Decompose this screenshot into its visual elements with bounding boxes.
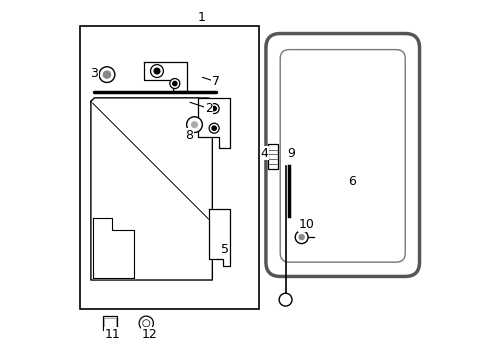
Text: 7: 7 bbox=[211, 75, 220, 88]
Text: 3: 3 bbox=[90, 67, 98, 80]
Circle shape bbox=[139, 316, 153, 330]
Polygon shape bbox=[208, 208, 230, 266]
Circle shape bbox=[191, 122, 197, 127]
Text: 1: 1 bbox=[197, 11, 205, 24]
Circle shape bbox=[169, 78, 180, 89]
Circle shape bbox=[295, 231, 307, 244]
Text: 9: 9 bbox=[287, 147, 295, 160]
Circle shape bbox=[279, 293, 291, 306]
Bar bbox=[267, 144, 277, 169]
FancyBboxPatch shape bbox=[280, 50, 405, 262]
Text: 8: 8 bbox=[185, 129, 193, 142]
Circle shape bbox=[99, 67, 115, 82]
Circle shape bbox=[186, 117, 202, 132]
Circle shape bbox=[209, 123, 219, 133]
Text: 11: 11 bbox=[104, 328, 120, 341]
Text: 2: 2 bbox=[204, 102, 212, 115]
Circle shape bbox=[103, 71, 110, 78]
Bar bbox=[103, 316, 117, 330]
Circle shape bbox=[154, 68, 160, 74]
Text: 10: 10 bbox=[299, 218, 314, 231]
FancyBboxPatch shape bbox=[265, 33, 419, 276]
Circle shape bbox=[209, 104, 219, 113]
Bar bbox=[80, 26, 258, 309]
Text: 5: 5 bbox=[221, 243, 228, 256]
Circle shape bbox=[212, 107, 216, 111]
Circle shape bbox=[212, 126, 216, 130]
Circle shape bbox=[172, 81, 177, 86]
Polygon shape bbox=[91, 98, 212, 280]
Circle shape bbox=[299, 235, 304, 240]
Circle shape bbox=[150, 64, 163, 77]
Polygon shape bbox=[198, 98, 230, 148]
Circle shape bbox=[142, 320, 149, 327]
Polygon shape bbox=[93, 217, 134, 278]
Polygon shape bbox=[144, 62, 187, 91]
Text: 6: 6 bbox=[347, 175, 355, 188]
Text: 4: 4 bbox=[260, 147, 267, 160]
Bar bbox=[104, 318, 116, 329]
Text: 12: 12 bbox=[141, 328, 157, 341]
